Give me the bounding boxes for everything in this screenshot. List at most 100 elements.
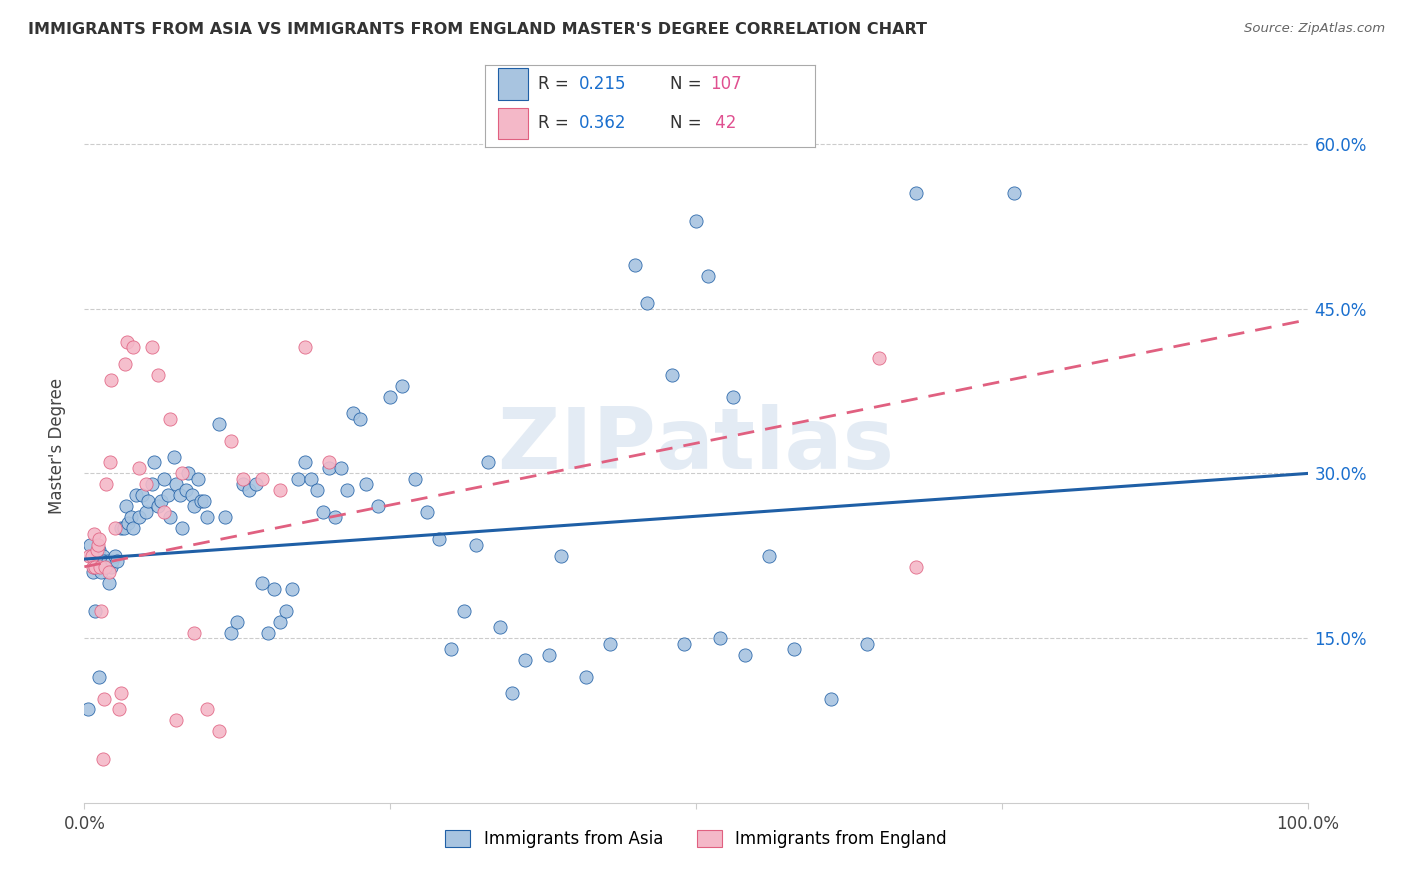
Point xyxy=(330,461,353,475)
Point xyxy=(232,477,254,491)
Point xyxy=(89,554,111,568)
Text: R =: R = xyxy=(538,113,574,131)
Point xyxy=(87,533,110,547)
Point xyxy=(82,559,104,574)
Point xyxy=(172,467,194,481)
Point xyxy=(86,543,108,558)
Text: 107: 107 xyxy=(710,75,741,93)
Point xyxy=(354,477,377,491)
Text: R =: R = xyxy=(538,75,574,93)
Point xyxy=(135,477,157,491)
Point xyxy=(89,559,111,574)
Point xyxy=(146,368,169,382)
Point xyxy=(905,559,928,574)
Point xyxy=(156,488,179,502)
Point xyxy=(538,648,561,662)
Point xyxy=(97,576,120,591)
Point xyxy=(91,752,114,766)
Point xyxy=(367,500,389,514)
Point xyxy=(294,455,316,469)
Point xyxy=(107,702,129,716)
Point xyxy=(98,455,121,469)
Point xyxy=(232,472,254,486)
Point xyxy=(87,543,110,558)
Point xyxy=(122,340,145,354)
Text: 0.362: 0.362 xyxy=(579,113,627,131)
Point xyxy=(79,538,101,552)
Point xyxy=(404,472,426,486)
Point xyxy=(96,559,118,574)
Point xyxy=(77,549,100,563)
Point xyxy=(84,559,107,574)
Point xyxy=(165,714,187,728)
Point xyxy=(87,538,110,552)
Point xyxy=(183,500,205,514)
Point xyxy=(758,549,780,563)
Text: 42: 42 xyxy=(710,113,737,131)
Point xyxy=(250,576,273,591)
Point xyxy=(856,637,879,651)
Point xyxy=(305,483,328,497)
Text: Source: ZipAtlas.com: Source: ZipAtlas.com xyxy=(1244,22,1385,36)
Point xyxy=(636,296,658,310)
Point xyxy=(869,351,891,366)
Point xyxy=(905,186,928,201)
Point xyxy=(416,505,439,519)
Point xyxy=(238,483,260,497)
Point xyxy=(169,488,191,502)
Point xyxy=(183,625,205,640)
Point xyxy=(427,533,450,547)
Point xyxy=(93,554,115,568)
Point xyxy=(672,637,695,651)
Point xyxy=(82,566,104,580)
Point xyxy=(91,549,114,563)
Point xyxy=(599,637,621,651)
Point xyxy=(93,691,115,706)
Point xyxy=(83,526,105,541)
Point xyxy=(575,669,598,683)
Point xyxy=(172,521,194,535)
Point xyxy=(257,625,280,640)
Point xyxy=(318,455,340,469)
Point xyxy=(86,549,108,563)
Point xyxy=(193,494,215,508)
Point xyxy=(190,494,212,508)
Point xyxy=(83,559,105,574)
Point xyxy=(477,455,499,469)
Point xyxy=(94,559,117,574)
Point xyxy=(146,500,169,514)
Point xyxy=(697,268,720,283)
Point xyxy=(110,686,132,700)
Point xyxy=(464,538,486,552)
Point xyxy=(101,554,124,568)
Text: N =: N = xyxy=(671,113,707,131)
Point xyxy=(159,411,181,425)
Point xyxy=(281,582,304,596)
Point xyxy=(513,653,536,667)
Point xyxy=(105,554,128,568)
Point xyxy=(820,691,842,706)
Text: N =: N = xyxy=(671,75,707,93)
Point xyxy=(1002,186,1025,201)
Point xyxy=(287,472,309,486)
Point xyxy=(165,477,187,491)
Point xyxy=(131,488,153,502)
Point xyxy=(135,505,157,519)
Point xyxy=(112,521,135,535)
Bar xyxy=(498,69,529,100)
Point xyxy=(453,604,475,618)
Point xyxy=(208,417,231,431)
Point xyxy=(502,686,524,700)
Point xyxy=(97,566,120,580)
Point xyxy=(299,472,322,486)
Point xyxy=(294,340,316,354)
Point xyxy=(187,472,209,486)
Point xyxy=(336,483,359,497)
Point xyxy=(195,702,218,716)
Point xyxy=(153,505,176,519)
Point xyxy=(122,521,145,535)
Point xyxy=(125,488,148,502)
Point xyxy=(195,510,218,524)
Point xyxy=(77,702,100,716)
Legend: Immigrants from Asia, Immigrants from England: Immigrants from Asia, Immigrants from En… xyxy=(446,830,946,848)
